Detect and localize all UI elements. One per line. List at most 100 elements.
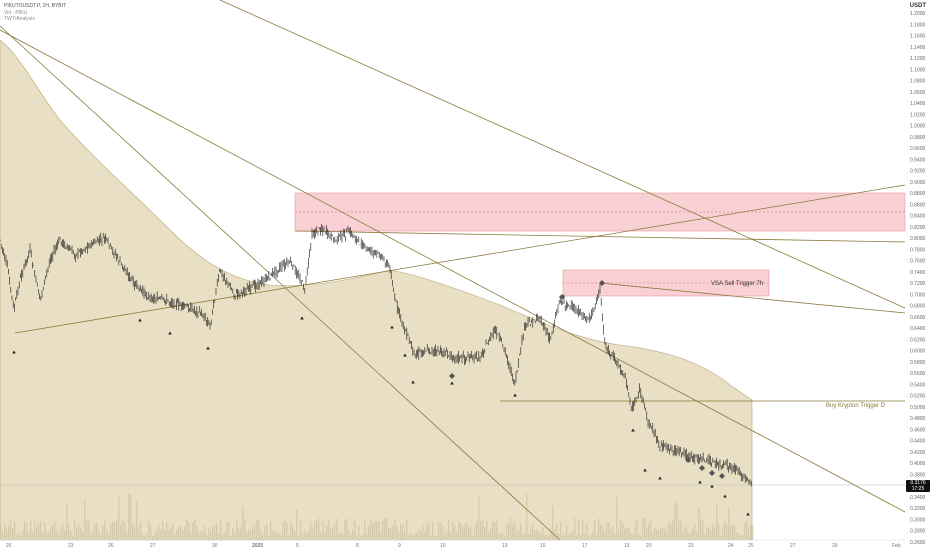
volume-bar xyxy=(82,531,84,540)
price-tick-label: 0.9600 xyxy=(910,146,926,152)
volume-bar xyxy=(34,520,36,540)
volume-bar xyxy=(44,522,46,540)
volume-bar xyxy=(290,521,292,540)
volume-bar xyxy=(98,531,100,540)
volume-bar xyxy=(744,522,746,540)
time-tick-label: Feb xyxy=(892,543,901,549)
buy-signal-triangle xyxy=(168,331,172,335)
volume-bar xyxy=(278,532,280,540)
price-tick-label: 0.8200 xyxy=(910,225,926,231)
volume-bar xyxy=(334,524,336,540)
volume-bar xyxy=(66,503,68,540)
volume-bar xyxy=(612,526,614,540)
volume-bar xyxy=(568,533,570,540)
price-tick-label: 0.5000 xyxy=(910,405,926,411)
volume-bar xyxy=(78,524,80,540)
price-axis[interactable]: 1.2000 1.1800 1.1600 1.1400 1.1200 1.1000 1.08… xyxy=(910,11,926,555)
volume-bar xyxy=(200,530,202,540)
price-tick-label: 1.1000 xyxy=(910,67,926,73)
buy-signal-triangle xyxy=(723,494,727,498)
volume-bar xyxy=(396,526,398,540)
volume-bar xyxy=(62,524,64,540)
time-axis[interactable]: 26 23 26 27 30 2025 5 8 9 10 13 15 17 19 20 23 24 25 27 29 F… xyxy=(6,543,901,549)
volume-bar xyxy=(610,528,612,540)
buy-signal-triangle xyxy=(698,480,702,484)
volume-bar xyxy=(330,528,332,540)
volume-bar xyxy=(736,532,738,540)
volume-bar xyxy=(176,530,178,540)
volume-bar xyxy=(584,533,586,540)
volume-bar xyxy=(416,532,418,540)
volume-bar xyxy=(680,520,682,540)
volume-bar xyxy=(670,523,672,540)
volume-bar xyxy=(632,534,634,540)
volume-bar xyxy=(368,525,370,540)
volume-bar xyxy=(420,531,422,540)
volume-bar xyxy=(382,520,384,540)
volume-bar xyxy=(142,534,144,540)
volume-bar xyxy=(190,533,192,540)
volume-bar xyxy=(8,524,10,540)
trendlines[interactable] xyxy=(0,0,906,541)
volume-bar xyxy=(400,524,402,540)
volume-bar xyxy=(500,532,502,540)
volume-bar xyxy=(542,527,544,540)
price-tick-label: 0.6000 xyxy=(910,349,926,355)
time-tick-label: 23 xyxy=(68,543,74,549)
volume-bar xyxy=(248,528,250,540)
volume-bar xyxy=(32,532,34,540)
volume-bar xyxy=(642,518,644,540)
volume-bar xyxy=(346,518,348,540)
volume-bar xyxy=(220,519,222,540)
volume-bar xyxy=(482,518,484,540)
volume-bar xyxy=(672,520,674,540)
volume-bar xyxy=(16,535,18,540)
volume-bar xyxy=(316,520,318,540)
volume-bar xyxy=(496,520,498,540)
volume-bar xyxy=(402,524,404,540)
price-tick-label: 1.1200 xyxy=(910,56,926,62)
time-tick-label: 27 xyxy=(790,543,796,549)
volume-bar xyxy=(42,532,44,540)
price-tick-label: 0.5400 xyxy=(910,382,926,388)
price-tick-label: 0.3000 xyxy=(910,517,926,523)
volume-bar xyxy=(702,520,704,540)
volume-bar xyxy=(244,519,246,540)
volume-bar xyxy=(216,523,218,540)
volume-bar xyxy=(520,522,522,540)
buy-signal-triangle xyxy=(631,428,635,432)
volume-bar xyxy=(454,525,456,540)
volume-bar xyxy=(336,518,338,540)
volume-bar xyxy=(552,505,554,540)
time-tick-label: 26 xyxy=(6,543,12,549)
volume-bar xyxy=(650,519,652,540)
volume-bar xyxy=(512,524,514,540)
volume-bar xyxy=(378,521,380,540)
volume-bar xyxy=(348,529,350,540)
price-tick-label: 1.0800 xyxy=(910,79,926,85)
volume-bar xyxy=(434,535,436,540)
time-tick-label: 8 xyxy=(356,543,359,549)
volume-bar xyxy=(538,531,540,540)
time-tick-label: 30 xyxy=(212,543,218,549)
volume-bar xyxy=(156,529,158,540)
volume-bar xyxy=(224,532,226,540)
volume-bar xyxy=(318,518,320,540)
volume-bars xyxy=(0,493,754,540)
volume-bar xyxy=(332,527,334,540)
volume-bar xyxy=(212,526,214,540)
volume-bar xyxy=(506,523,508,540)
volume-bar xyxy=(608,521,610,540)
price-tick-label: 0.4200 xyxy=(910,450,926,456)
volume-bar xyxy=(46,531,48,540)
volume-bar xyxy=(580,534,582,540)
volume-bar xyxy=(102,524,104,540)
volume-bar xyxy=(726,524,728,540)
buy-signal-triangle xyxy=(403,353,407,357)
volume-bar xyxy=(442,526,444,540)
volume-bar xyxy=(630,532,632,540)
volume-bar xyxy=(684,526,686,540)
volume-bar xyxy=(486,520,488,540)
